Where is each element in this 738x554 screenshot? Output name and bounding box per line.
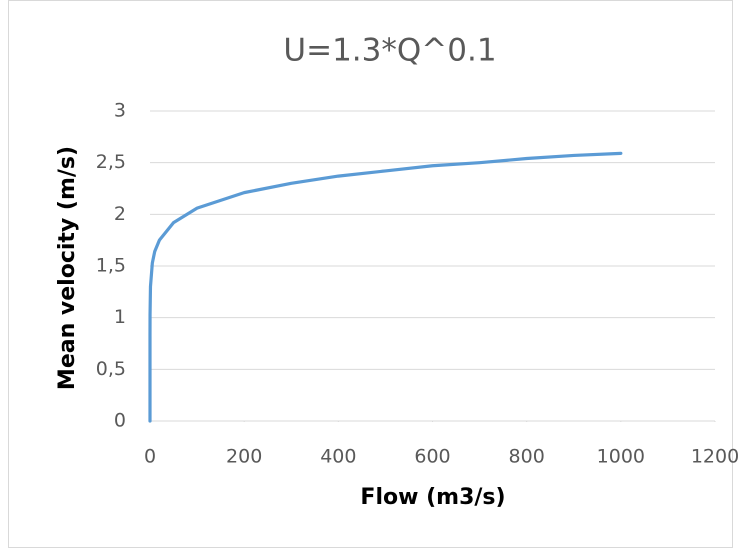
y-tick-label: 0 [114,410,126,432]
x-tick-label: 200 [226,446,262,468]
x-tick-label: 1000 [597,446,645,468]
x-tick-label: 800 [509,446,545,468]
data-line [148,151,623,423]
chart-title: U=1.3*Q^0.1 [283,33,496,69]
x-tick-label: 400 [320,446,356,468]
y-tick-label: 2,5 [96,151,126,173]
x-tick-label: 600 [414,446,450,468]
y-axis-title: Mean velocity (m/s) [55,146,80,390]
y-tick-label: 1 [114,306,126,328]
y-tick-label: 1,5 [96,255,126,277]
chart-frame [8,0,733,548]
x-axis-title: Flow (m3/s) [360,485,505,510]
y-tick-label: 0,5 [96,358,126,380]
x-tick-label: 1200 [691,446,738,468]
y-tick-label: 2 [114,203,126,225]
x-tick-label: 0 [144,446,156,468]
y-tick-label: 3 [114,100,126,122]
